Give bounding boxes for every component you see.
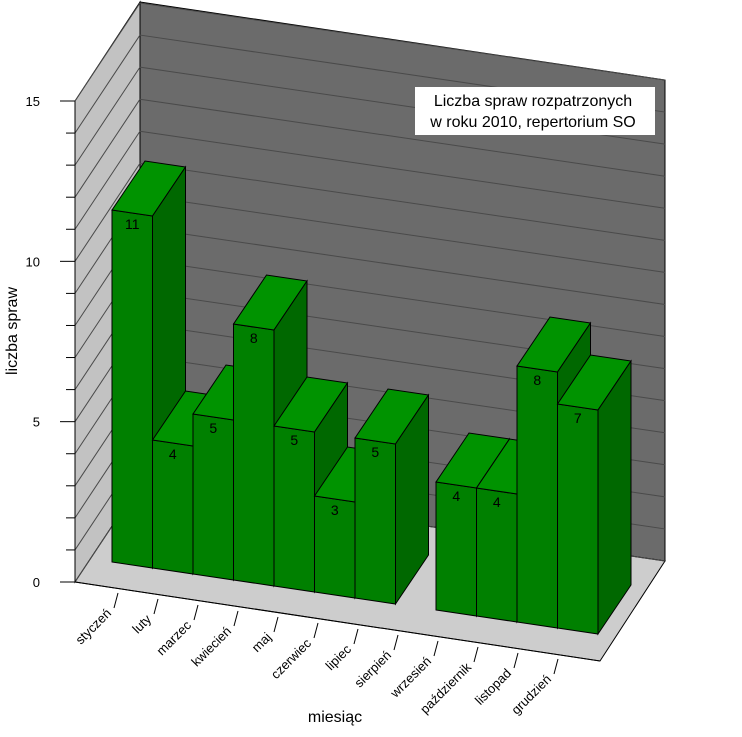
data-label: 11 — [125, 216, 140, 232]
gridline-side — [74, 66, 141, 166]
data-label: 7 — [574, 410, 582, 426]
gridline-side — [74, 2, 141, 102]
x-axis-line — [74, 581, 601, 662]
x-axis-title: miesiąc — [308, 709, 362, 726]
x-tick — [113, 592, 119, 609]
x-tick — [193, 604, 199, 621]
x-tick-label: maj — [249, 629, 274, 654]
data-label: 5 — [209, 420, 217, 436]
data-label: 8 — [250, 330, 258, 346]
x-tick — [353, 628, 359, 645]
data-label: 4 — [452, 488, 460, 504]
y-tick-label: 10 — [26, 254, 40, 269]
x-tick-label: listopad — [472, 666, 514, 708]
bar-front — [192, 413, 234, 581]
bar-group: 5 — [354, 388, 430, 606]
y-axis: 0 5 10 15 — [26, 94, 76, 590]
bar-front — [111, 209, 153, 569]
bar-front — [233, 323, 275, 587]
x-tick — [313, 622, 319, 639]
x-tick — [553, 658, 559, 675]
x-tick — [273, 616, 279, 633]
x-tick-label: styczeń — [72, 606, 114, 648]
x-tick-label: wrzesień — [387, 654, 435, 702]
x-tick-label: lipiec — [323, 641, 355, 673]
data-label: 4 — [169, 446, 177, 462]
gridline-side — [74, 163, 141, 262]
gridline-back — [139, 162, 666, 241]
y-axis-title: liczba spraw — [4, 287, 21, 375]
y-tick-label: 5 — [33, 415, 40, 430]
chart-title-background — [415, 87, 655, 135]
bar-group: 7 — [556, 354, 632, 636]
data-label: 4 — [493, 494, 501, 510]
data-label: 3 — [331, 502, 339, 518]
x-tick-label: marzec — [153, 617, 194, 658]
bar-side — [597, 359, 632, 636]
x-tick-label: luty — [129, 611, 154, 636]
gridline-side — [74, 130, 141, 230]
x-tick — [433, 640, 439, 657]
x-tick-label: grudzień — [508, 672, 554, 718]
x-tick-label: kwiecień — [188, 624, 234, 670]
x-tick-label: sierpień — [351, 648, 394, 691]
gridline-back — [139, 98, 666, 177]
data-label: 5 — [371, 444, 379, 460]
bar-front — [273, 425, 315, 593]
bar-front — [516, 365, 558, 629]
x-tick-label: czerwiec — [268, 635, 315, 682]
data-label: 8 — [533, 372, 541, 388]
gridline-side — [74, 98, 141, 198]
gridline-back — [139, 2, 666, 81]
bar-side — [395, 393, 429, 606]
bars: 11 4 5 8 5 3 5 4 4 8 7 — [111, 160, 632, 636]
gridline-side — [74, 34, 141, 134]
x-tick — [393, 634, 399, 651]
x-tick — [513, 652, 519, 669]
chart-title: Liczba spraw rozpatrzonych w roku 2010, … — [415, 87, 655, 135]
chart-title-line-2: w roku 2010, repertorium SO — [429, 114, 635, 131]
x-tick — [153, 598, 159, 615]
y-tick-label: 15 — [26, 94, 40, 109]
x-tick — [473, 646, 479, 663]
x-tick — [233, 610, 239, 627]
bar-front — [354, 437, 396, 605]
chart-title-line-1: Liczba spraw rozpatrzonych — [434, 93, 632, 110]
x-axis-ticks — [74, 581, 601, 675]
gridline-back — [139, 130, 666, 209]
y-tick-label: 0 — [33, 575, 40, 590]
bar-front — [557, 403, 599, 635]
gridline-back — [139, 226, 666, 305]
data-label: 5 — [290, 432, 298, 448]
gridline-back — [139, 194, 666, 273]
